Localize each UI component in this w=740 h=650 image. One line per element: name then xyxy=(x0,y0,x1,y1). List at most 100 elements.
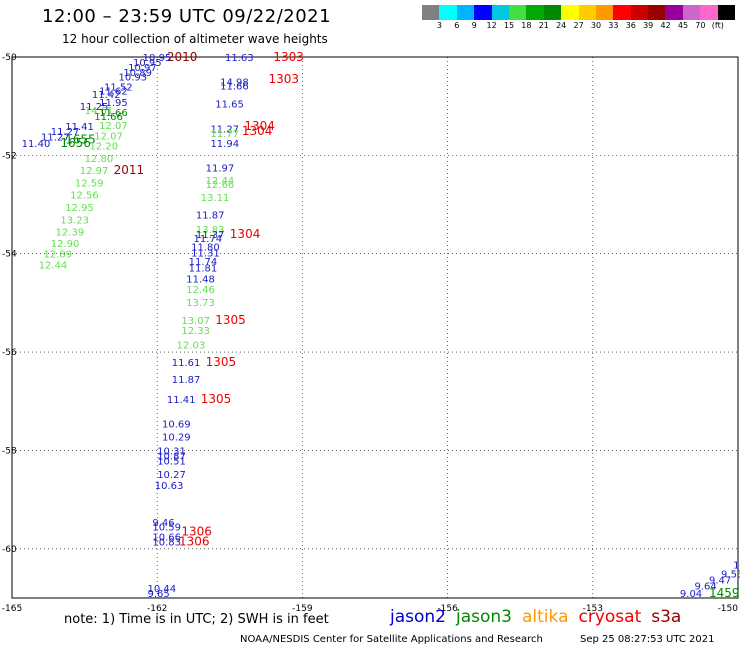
wave-height-label: 11.63 xyxy=(225,53,254,64)
wave-height-label: 12.89 xyxy=(43,250,72,261)
wave-height-label: 9.47 xyxy=(709,575,731,586)
wave-height-label: 11.42 xyxy=(92,90,121,101)
wave-height-label: 10.69 xyxy=(162,419,191,430)
generated-time: Sep 25 08:27:53 UTC 2021 xyxy=(580,634,715,645)
wave-height-label: 13.73 xyxy=(186,298,215,309)
legend-label: 12 xyxy=(486,21,497,30)
longitude-labels: -165 -162 -159 -156 -153 -150 xyxy=(2,604,738,614)
wave-height-label: 13.11 xyxy=(201,193,230,204)
wave-height-label: 13.23 xyxy=(60,215,89,226)
legend-swatch-7 xyxy=(543,5,562,20)
wave-height-label: 12.80 xyxy=(85,154,114,165)
wave-height-label: 9.53 xyxy=(721,569,740,580)
wave-height-label: 9.04 xyxy=(680,589,702,600)
legend-label: 9 xyxy=(471,21,477,30)
wave-height-label: 11.31 xyxy=(191,249,220,260)
satellite-altika: altika xyxy=(522,607,569,627)
wave-height-label: 11.41 xyxy=(65,122,94,133)
legend-swatch-17 xyxy=(717,5,736,20)
wave-height-label: 11.81 xyxy=(189,263,218,274)
wave-height-label: 11.52 xyxy=(104,83,133,94)
wave-height-label: 11.94 xyxy=(210,139,239,150)
wave-height-label: 10.83 xyxy=(152,537,181,548)
wave-height-label: 12.90 xyxy=(51,239,80,250)
wave-height-label: 9.46 xyxy=(152,518,174,529)
latitude-label: -58 xyxy=(2,446,17,456)
legend-label: 3 xyxy=(436,21,442,30)
wave-height-label: 11.95 xyxy=(99,98,128,109)
legend-swatch-14 xyxy=(665,5,683,20)
wave-height-label: 12.44 xyxy=(39,261,68,272)
pass-time-label: 2011 xyxy=(114,163,145,177)
legend-swatch-15 xyxy=(682,5,701,20)
pass-time-label: 1305 xyxy=(206,355,237,369)
pass-time-label: 1655 xyxy=(65,133,96,147)
wave-height-label: 10.51 xyxy=(157,456,186,467)
wave-height-label: 11.87 xyxy=(196,210,225,221)
pass-time-label: 1656 xyxy=(60,136,91,150)
wave-height-label: 10.59 xyxy=(152,523,181,534)
wave-height-label: 11.87 xyxy=(172,375,201,386)
legend-label: 39 xyxy=(643,21,654,30)
legend-swatch-1 xyxy=(439,5,457,20)
wave-height-label: 11.80 xyxy=(191,242,220,253)
wave-height-label: 10.63 xyxy=(155,481,184,492)
wave-height-label: 11.27 xyxy=(210,124,239,135)
legend-swatch-6 xyxy=(526,5,544,20)
wave-height-label: 10.44 xyxy=(148,584,177,595)
wave-height-label: 11.27 xyxy=(51,127,80,138)
legend-label: 21 xyxy=(538,21,549,30)
wave-height-label: 12.66 xyxy=(206,180,235,191)
legend-label: 18 xyxy=(521,21,532,30)
legend-swatch-5 xyxy=(508,5,527,20)
wave-height-label: 10.66 xyxy=(152,533,181,544)
wave-height-label: 12.20 xyxy=(89,142,118,153)
wave-height-label: 9.64 xyxy=(694,582,716,593)
wave-height-label: 11.97 xyxy=(206,164,235,175)
wave-height-label: 11.37 xyxy=(196,230,225,241)
legend-swatch-3 xyxy=(474,5,492,20)
wave-height-label: 10.27 xyxy=(157,470,186,481)
latitude-label: -56 xyxy=(2,348,17,358)
wave-height-label: 11.48 xyxy=(186,274,215,285)
pass-time-label: 1306 xyxy=(179,534,210,548)
wave-height-label: 11.61 xyxy=(172,358,201,369)
legend-label: 15 xyxy=(503,21,515,30)
satellite-legend: jason2 jason3 altika cryosat s3a xyxy=(390,607,691,627)
map-frame xyxy=(11,56,739,599)
legend-swatch-13 xyxy=(648,5,666,20)
wave-height-label: 11.25 xyxy=(80,102,109,113)
legend-label: (ft) xyxy=(711,21,724,30)
wave-height-label: 9.65 xyxy=(148,589,170,600)
latitude-label: -60 xyxy=(2,545,17,555)
wave-height-label: 12.39 xyxy=(56,228,85,239)
legend-swatch-10 xyxy=(595,5,614,20)
latitude-labels: -50 -52 -54 -56 -58 -60 xyxy=(2,53,17,555)
wave-height-label: 10.95 xyxy=(133,58,162,69)
legend-swatch-2 xyxy=(456,5,475,20)
longitude-label: -150 xyxy=(718,604,739,614)
wave-height-label: 12.46 xyxy=(186,285,215,296)
page-subtitle: 12 hour collection of altimeter wave hei… xyxy=(62,32,328,46)
map-note: note: 1) Time is in UTC; 2) SWH is in fe… xyxy=(64,612,329,627)
longitude-label: -162 xyxy=(147,604,167,614)
legend-swatch-8 xyxy=(561,5,579,20)
wave-height-label: 14.98 xyxy=(220,78,249,89)
legend-label: 24 xyxy=(556,21,567,30)
pass-time-label: 1306 xyxy=(181,525,212,539)
latitude-label: -54 xyxy=(2,250,17,260)
longitude-label: -156 xyxy=(437,604,458,614)
wave-height-label: 11.77 xyxy=(210,129,239,140)
legend-label: 33 xyxy=(608,21,619,30)
legend-label: 42 xyxy=(660,21,671,30)
legend-swatch-9 xyxy=(578,5,596,20)
latitude-label: -52 xyxy=(2,151,17,161)
wave-height-label: 10.93 xyxy=(118,73,147,84)
wave-height-label: 12.97 xyxy=(80,166,109,177)
legend-swatch-4 xyxy=(491,5,509,20)
satellite-jason3: jason3 xyxy=(456,607,512,627)
longitude-label: -153 xyxy=(583,604,603,614)
wave-height-label: 11.74 xyxy=(189,257,218,268)
satellite-cryosat: cryosat xyxy=(578,607,642,627)
wave-height-label: 11.66 xyxy=(94,112,123,123)
